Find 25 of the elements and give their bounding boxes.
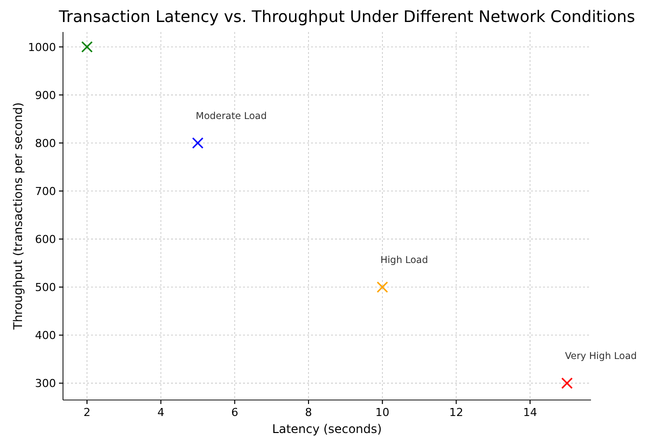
point: [81, 41, 93, 53]
y-tick-label: 1000: [28, 40, 56, 54]
x-tick-label: 6: [231, 406, 238, 419]
y-tick-label: 900: [35, 88, 56, 102]
x-tick-label: 2: [84, 406, 90, 419]
x-tick-label: 14: [523, 406, 538, 419]
x-tick-label: 4: [157, 406, 164, 419]
y-tick-label: 500: [35, 280, 56, 294]
point: [561, 377, 573, 389]
annotation: Moderate Load: [196, 110, 267, 122]
y-tick-label: 600: [35, 232, 56, 246]
point: [192, 137, 204, 149]
x-tick-label: 12: [449, 406, 464, 419]
y-tick-label: 800: [35, 136, 56, 150]
x-tick-label: 8: [305, 406, 312, 419]
y-tick-label: 300: [35, 377, 56, 390]
annotation: High Load: [380, 255, 428, 266]
y-tick-label: 400: [35, 328, 56, 342]
x-tick-label: 10: [375, 406, 390, 419]
y-tick-label: 700: [35, 184, 56, 198]
y-axis-title: Throughput (transactions per second): [11, 102, 25, 331]
x-axis-title: Latency (seconds): [272, 422, 382, 436]
point: [376, 281, 388, 293]
annotation: Very High Load: [565, 351, 637, 362]
chart-title: Transaction Latency vs. Throughput Under Different Network Conditions: [58, 7, 636, 26]
